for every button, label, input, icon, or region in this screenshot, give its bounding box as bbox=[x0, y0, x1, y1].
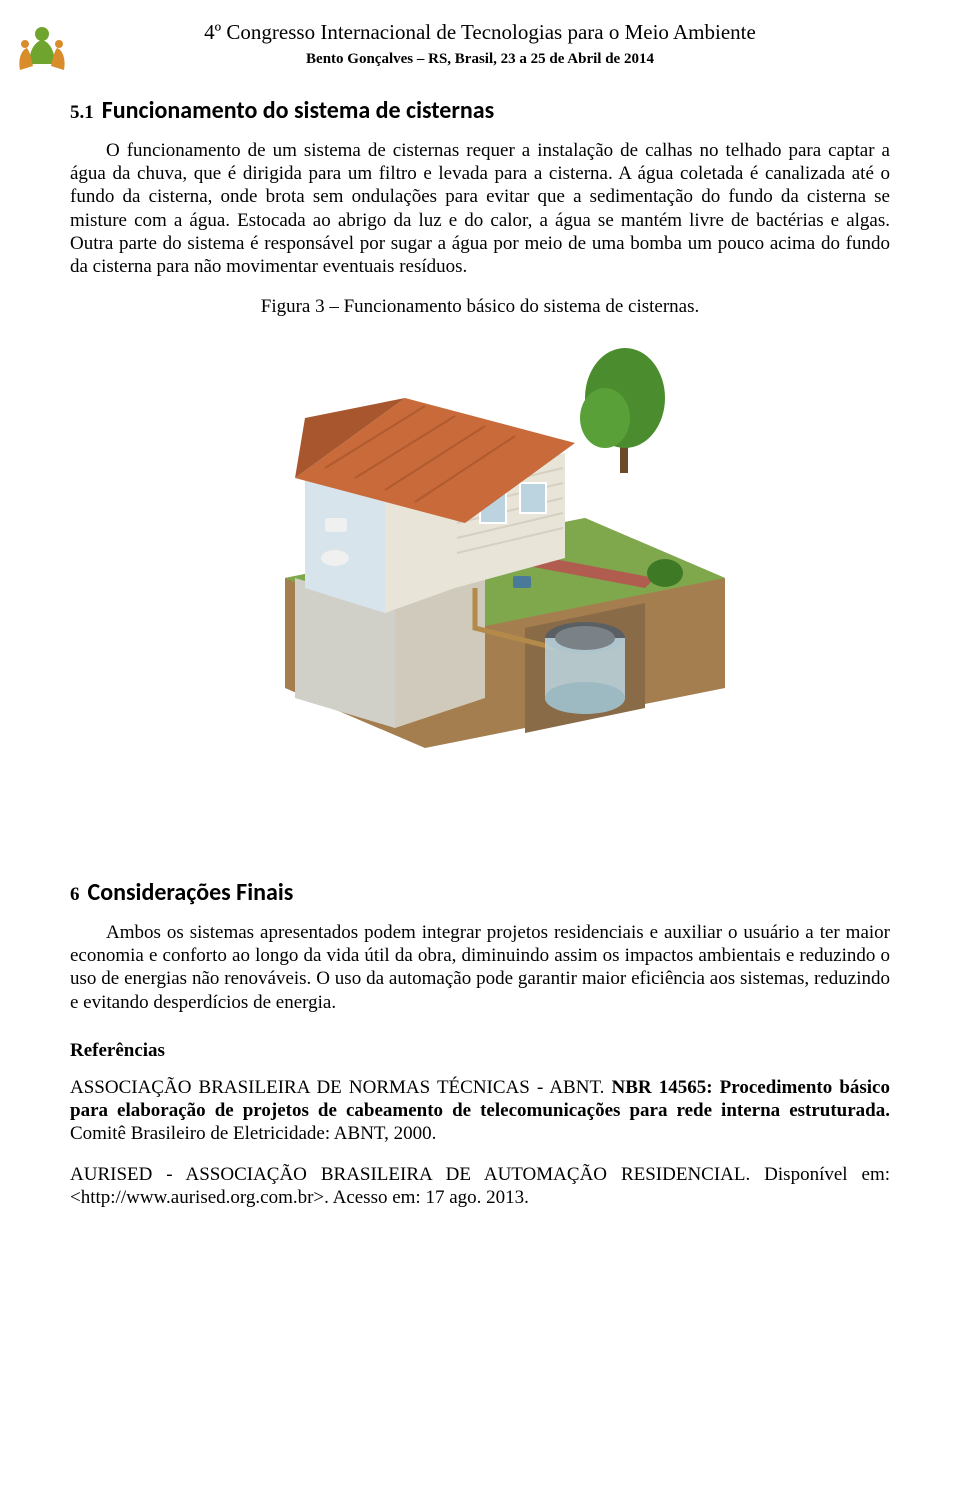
figure-3-illustration bbox=[225, 328, 735, 748]
reference-item-2: AURISED - ASSOCIAÇÃO BRASILEIRA DE AUTOM… bbox=[70, 1163, 890, 1209]
header-subtitle: Bento Gonçalves – RS, Brasil, 23 a 25 de… bbox=[70, 51, 890, 68]
reference-item-1: ASSOCIAÇÃO BRASILEIRA DE NORMAS TÉCNICAS… bbox=[70, 1076, 890, 1146]
section-5-1-number: 5.1 bbox=[70, 102, 94, 123]
spacer bbox=[70, 818, 890, 878]
congress-logo-icon bbox=[15, 20, 70, 75]
ref-1-pre: ASSOCIAÇÃO BRASILEIRA DE NORMAS TÉCNICAS… bbox=[70, 1077, 612, 1098]
page-container: 4º Congresso Internacional de Tecnologia… bbox=[0, 0, 960, 1268]
figure-3-caption: Figura 3 – Funcionamento básico do siste… bbox=[70, 296, 890, 318]
section-6-heading: 6 Considerações Finais bbox=[70, 878, 890, 907]
section-5-1-heading: 5.1 Funcionamento do sistema de cisternas bbox=[70, 96, 890, 125]
section-6-title: Considerações Finais bbox=[88, 878, 294, 907]
section-5-1-paragraph: O funcionamento de um sistema de cistern… bbox=[70, 139, 890, 278]
cistern-diagram-icon bbox=[225, 328, 735, 748]
references-heading: Referências bbox=[70, 1040, 890, 1062]
section-5-1-title: Funcionamento do sistema de cisternas bbox=[102, 96, 494, 125]
page-header: 4º Congresso Internacional de Tecnologia… bbox=[70, 20, 890, 68]
section-6-paragraph: Ambos os sistemas apresentados podem int… bbox=[70, 921, 890, 1014]
ref-2-pre: AURISED - ASSOCIAÇÃO BRASILEIRA DE AUTOM… bbox=[70, 1164, 890, 1208]
section-6-number: 6 bbox=[70, 884, 80, 905]
ref-1-post: Comitê Brasileiro de Eletricidade: ABNT,… bbox=[70, 1123, 436, 1144]
header-title: 4º Congresso Internacional de Tecnologia… bbox=[70, 20, 890, 45]
